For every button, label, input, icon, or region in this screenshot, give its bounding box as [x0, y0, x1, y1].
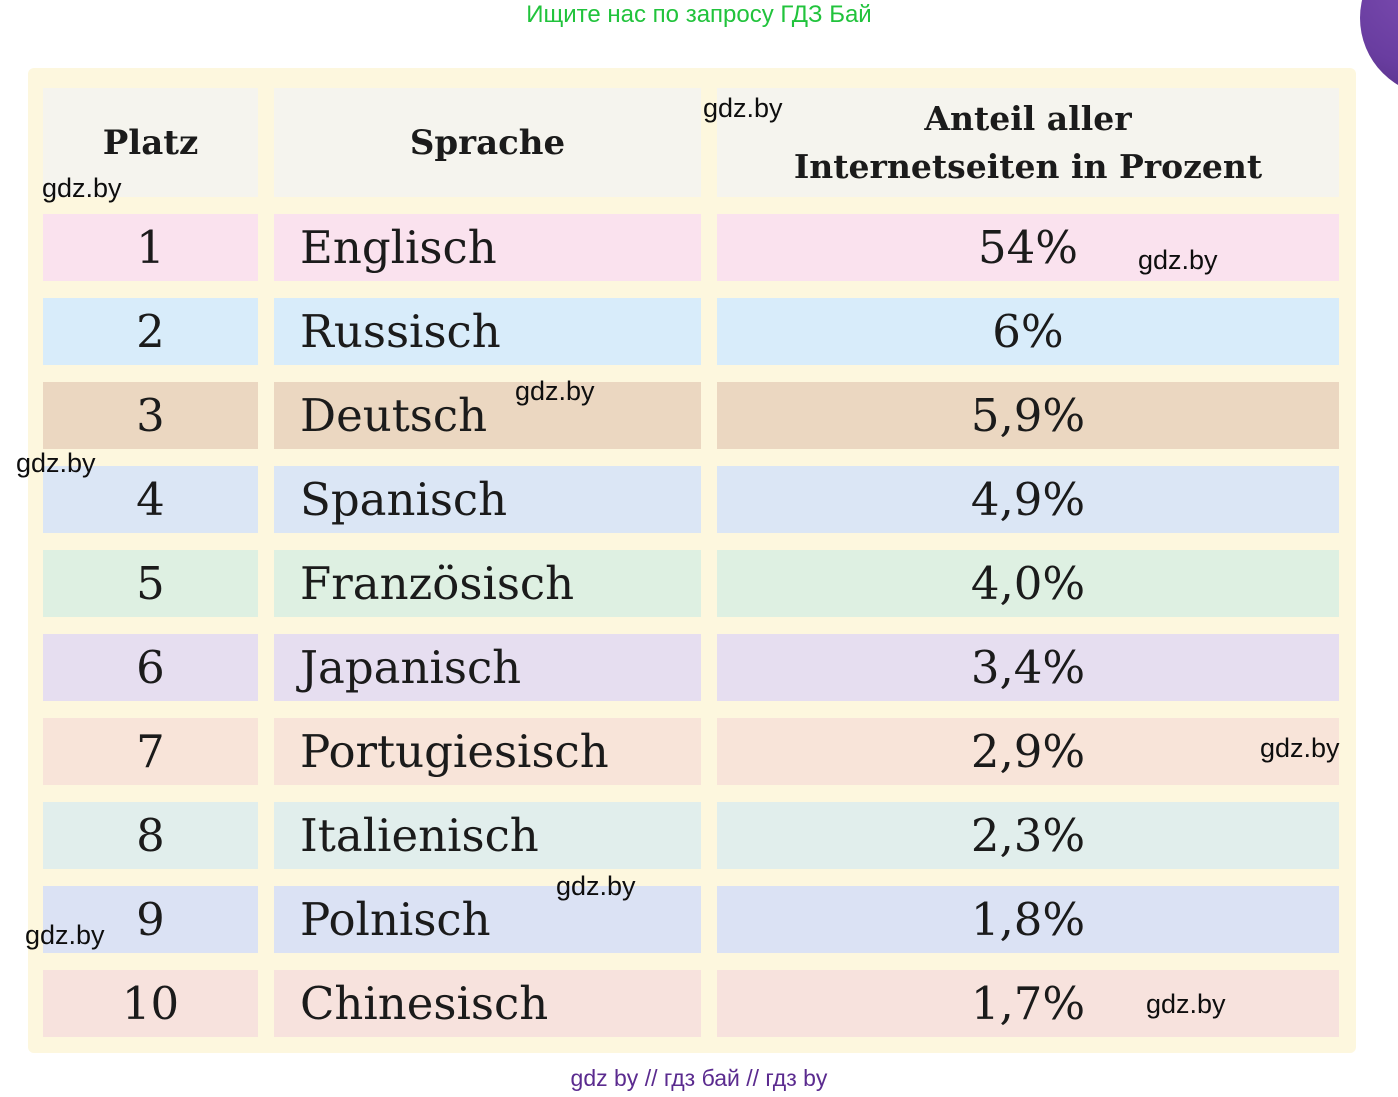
anteil-cell: 1,8% [717, 886, 1339, 953]
column-header-platz: Platz [43, 88, 258, 197]
sprache-cell: Italienisch [274, 802, 701, 869]
platz-cell: 8 [43, 802, 258, 869]
anteil-cell: 6% [717, 298, 1339, 365]
sprache-cell: Chinesisch [274, 970, 701, 1037]
language-ranking-table: Platz Sprache Anteil aller Internetseite… [28, 68, 1356, 1053]
gdz-watermark: gdz.by [25, 920, 105, 950]
sprache-cell: Portugiesisch [274, 718, 701, 785]
sprache-cell: Japanisch [274, 634, 701, 701]
platz-cell: 10 [43, 970, 258, 1037]
column-header-anteil-line1: Anteil aller [924, 98, 1132, 138]
platz-cell: 1 [43, 214, 258, 281]
gdz-watermark: gdz.by [1146, 989, 1226, 1019]
platz-cell: 2 [43, 298, 258, 365]
platz-cell: 6 [43, 634, 258, 701]
gdz-watermark: gdz.by [703, 93, 783, 123]
column-header-anteil-line2: Internetseiten in Prozent [793, 146, 1263, 186]
anteil-cell: 5,9% [717, 382, 1339, 449]
platz-cell: 4 [43, 466, 258, 533]
platz-cell: 9 [43, 886, 258, 953]
gdz-watermark: gdz.by [42, 173, 122, 203]
column-header-anteil: Anteil aller Internetseiten in Prozent [717, 88, 1339, 197]
table-grid: Platz Sprache Anteil aller Internetseite… [43, 88, 1339, 1037]
anteil-cell: 4,0% [717, 550, 1339, 617]
sprache-cell: Russisch [274, 298, 701, 365]
anteil-cell: 54% [717, 214, 1339, 281]
gdz-watermark: gdz.by [1138, 245, 1218, 275]
anteil-cell: 3,4% [717, 634, 1339, 701]
gdz-watermark: gdz.by [556, 871, 636, 901]
anteil-cell: 2,9% [717, 718, 1339, 785]
anteil-cell: 1,7% [717, 970, 1339, 1037]
column-header-sprache: Sprache [274, 88, 701, 197]
gdz-watermark: gdz.by [16, 448, 96, 478]
anteil-cell: 4,9% [717, 466, 1339, 533]
purple-circle-decoration [1360, 0, 1398, 96]
sprache-cell: Polnisch [274, 886, 701, 953]
gdz-watermark: gdz.by [515, 376, 595, 406]
sprache-cell: Deutsch [274, 382, 701, 449]
platz-cell: 7 [43, 718, 258, 785]
sprache-cell: Französisch [274, 550, 701, 617]
sprache-cell: Spanisch [274, 466, 701, 533]
bottom-banner-text: gdz by // гдз бай // гдз by [570, 1065, 828, 1091]
gdz-watermark: gdz.by [1260, 733, 1340, 763]
platz-cell: 5 [43, 550, 258, 617]
anteil-cell: 2,3% [717, 802, 1339, 869]
sprache-cell: Englisch [274, 214, 701, 281]
top-banner-text: Ищите нас по запросу ГДЗ Бай [526, 1, 872, 28]
platz-cell: 3 [43, 382, 258, 449]
